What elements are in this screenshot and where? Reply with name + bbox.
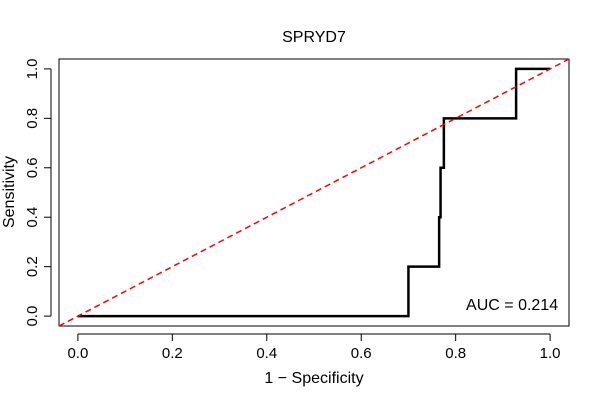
y-tick-label: 1.0	[24, 58, 41, 79]
plot-frame	[58, 58, 570, 327]
y-tick-label: 0.8	[24, 108, 41, 129]
y-tick-label: 0.4	[24, 207, 41, 228]
y-tick-label: 0.0	[24, 306, 41, 327]
reference-diagonal-line	[58, 58, 570, 327]
x-tick-label: 0.6	[351, 345, 372, 362]
series-layer	[58, 58, 570, 327]
plot-area	[58, 58, 570, 327]
x-axis-label: 1 − Specificity	[264, 370, 363, 387]
x-tick-label: 1.0	[540, 345, 561, 362]
y-axis: 0.0 0.2 0.4 0.6 0.8 1.0	[24, 58, 52, 327]
y-axis-label: Sensitivity	[1, 156, 18, 228]
auc-annotation: AUC = 0.214	[466, 297, 558, 314]
x-tick-label: 0.4	[256, 345, 277, 362]
x-tick-label: 0.2	[162, 345, 183, 362]
y-tick-label: 0.6	[24, 157, 41, 178]
x-tick-label: 0.8	[445, 345, 466, 362]
chart-title: SPRYD7	[282, 29, 346, 46]
x-tick-label: 0.0	[67, 345, 88, 362]
roc-curve-line	[77, 67, 551, 318]
y-tick-label: 0.2	[24, 256, 41, 277]
x-axis: 0.0 0.2 0.4 0.6 0.8 1.0	[67, 333, 561, 362]
